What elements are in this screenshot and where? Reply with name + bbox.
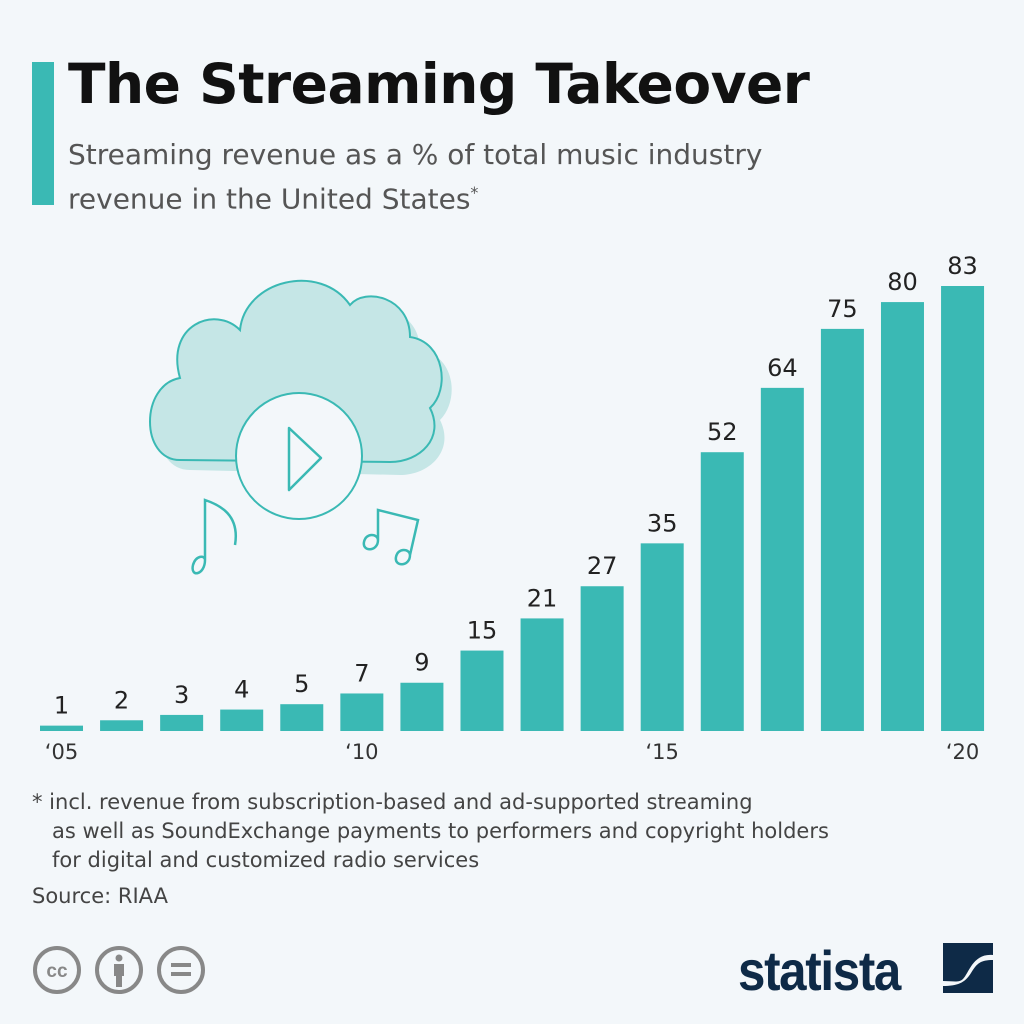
x-tick-label: ‘15 (645, 740, 678, 764)
data-label: 3 (174, 681, 189, 709)
bar-2011 (400, 682, 444, 731)
svg-text:cc: cc (46, 961, 68, 982)
x-tick-label: ‘20 (946, 740, 979, 764)
bar-2019 (880, 302, 924, 731)
attribution-icon[interactable] (95, 946, 143, 994)
data-label: 75 (827, 295, 858, 323)
data-label: 35 (647, 509, 678, 537)
page-title: The Streaming Takeover (68, 52, 810, 116)
footnote-line: * incl. revenue from subscription-based … (32, 790, 753, 814)
bar-2012 (460, 650, 504, 731)
subtitle: Streaming revenue as a % of total music … (68, 136, 868, 218)
cloud-play-illustration-icon (149, 279, 452, 575)
data-label: 7 (354, 659, 369, 687)
data-label: 2 (114, 686, 129, 714)
data-label: 27 (587, 552, 618, 580)
source: Source: RIAA (32, 884, 168, 908)
data-label: 5 (294, 670, 309, 698)
bar-2014 (580, 586, 624, 731)
bar-2015 (640, 543, 684, 731)
data-label: 83 (947, 252, 978, 280)
bar-2010 (340, 693, 384, 731)
data-label: 15 (467, 617, 498, 645)
cc-icon[interactable]: cc (33, 946, 81, 994)
bar-2018 (820, 328, 864, 731)
bar-2020 (941, 286, 985, 731)
data-label: 1 (54, 692, 69, 720)
x-tick-label: ‘10 (345, 740, 378, 764)
data-label: 4 (234, 676, 249, 704)
bar-2005 (40, 725, 83, 731)
bar-2017 (760, 387, 804, 731)
license-icons[interactable]: cc (32, 944, 207, 996)
statista-logo-mark-icon (943, 943, 993, 993)
data-label: 9 (414, 649, 429, 677)
bar-2007 (160, 714, 204, 731)
subtitle-text: Streaming revenue as a % of total music … (68, 138, 763, 216)
x-tick-label: ‘05 (45, 740, 78, 764)
statista-logo: statista (738, 939, 901, 1002)
data-label: 64 (767, 354, 798, 382)
bar-2013 (520, 618, 564, 731)
footnote-line: for digital and customized radio service… (52, 848, 480, 872)
bar-2016 (700, 452, 744, 731)
data-label: 52 (707, 418, 738, 446)
data-label: 80 (887, 268, 918, 296)
title-accent-bar (32, 62, 54, 205)
footnote: * incl. revenue from subscription-based … (32, 788, 829, 875)
subtitle-marker: * (470, 183, 479, 202)
bar-2006 (100, 720, 144, 731)
bar-2008 (220, 709, 264, 731)
footnote-line: as well as SoundExchange payments to per… (52, 819, 829, 843)
no-derivatives-icon[interactable] (157, 946, 205, 994)
data-label: 21 (527, 584, 558, 612)
bar-2009 (280, 704, 324, 731)
